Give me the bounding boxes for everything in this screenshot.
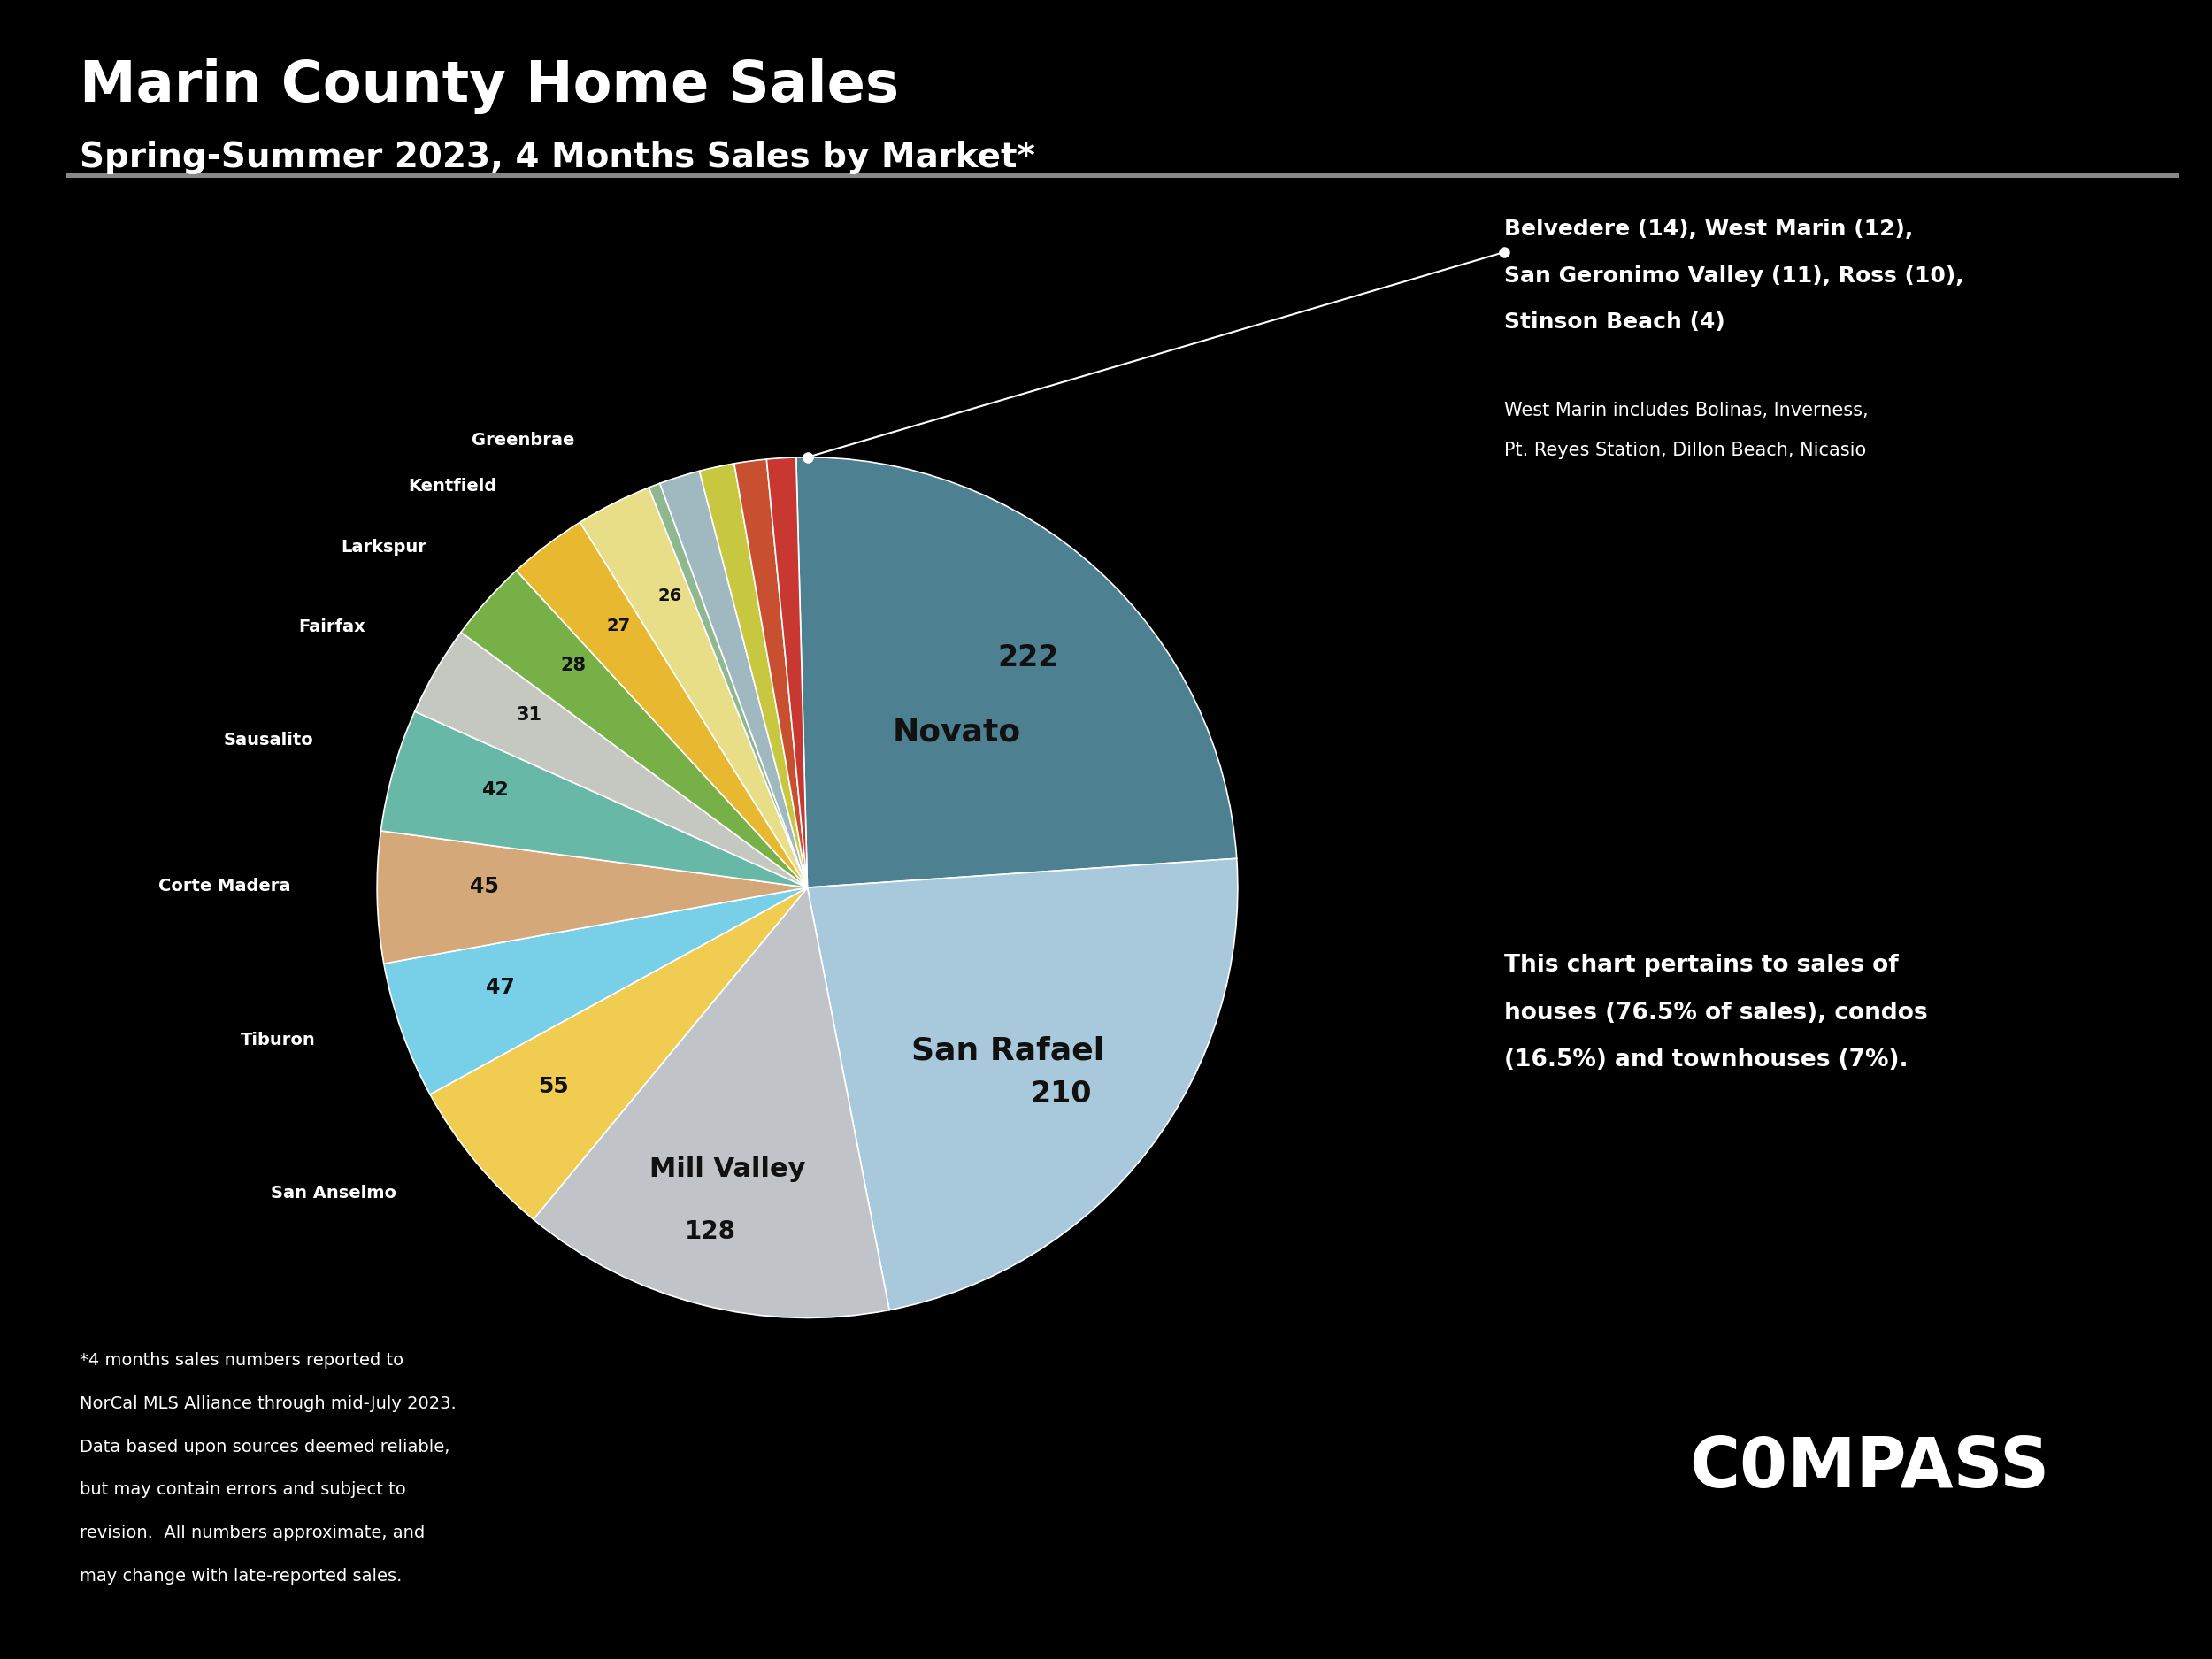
Text: 27: 27 <box>606 617 630 634</box>
Polygon shape <box>66 173 2179 178</box>
Text: 42: 42 <box>482 781 509 798</box>
Text: Stinson Beach (4): Stinson Beach (4) <box>1504 312 1725 333</box>
Wedge shape <box>659 471 807 888</box>
Text: 31: 31 <box>518 707 542 725</box>
Wedge shape <box>416 632 807 888</box>
Wedge shape <box>580 488 807 888</box>
Wedge shape <box>796 458 1237 888</box>
Text: 210: 210 <box>1031 1078 1093 1108</box>
Text: Kentfield: Kentfield <box>409 478 498 494</box>
Wedge shape <box>429 888 807 1219</box>
Wedge shape <box>807 859 1239 1311</box>
Text: Pt. Reyes Station, Dillon Beach, Nicasio: Pt. Reyes Station, Dillon Beach, Nicasio <box>1504 441 1867 460</box>
Wedge shape <box>734 460 807 888</box>
Text: West Marin includes Bolinas, Inverness,: West Marin includes Bolinas, Inverness, <box>1504 401 1869 420</box>
Text: Mill Valley: Mill Valley <box>650 1156 805 1181</box>
Text: 45: 45 <box>471 876 500 898</box>
Text: Tiburon: Tiburon <box>241 1032 314 1048</box>
Text: may change with late-reported sales.: may change with late-reported sales. <box>80 1568 403 1584</box>
Wedge shape <box>515 523 807 888</box>
Text: Spring-Summer 2023, 4 Months Sales by Market*: Spring-Summer 2023, 4 Months Sales by Ma… <box>80 141 1035 174</box>
Wedge shape <box>460 571 807 888</box>
Text: 47: 47 <box>487 977 515 997</box>
Text: 222: 222 <box>998 644 1060 672</box>
Text: San Rafael: San Rafael <box>911 1035 1104 1065</box>
Text: Data based upon sources deemed reliable,: Data based upon sources deemed reliable, <box>80 1438 449 1455</box>
Text: 28: 28 <box>560 657 586 675</box>
Text: 26: 26 <box>657 587 681 604</box>
Wedge shape <box>533 888 889 1317</box>
Text: San Geronimo Valley (11), Ross (10),: San Geronimo Valley (11), Ross (10), <box>1504 265 1964 287</box>
Text: NorCal MLS Alliance through mid-July 2023.: NorCal MLS Alliance through mid-July 202… <box>80 1395 456 1412</box>
Wedge shape <box>380 712 807 888</box>
Text: *4 months sales numbers reported to: *4 months sales numbers reported to <box>80 1352 403 1369</box>
Text: C0MPASS: C0MPASS <box>1690 1433 2048 1501</box>
Wedge shape <box>699 463 807 888</box>
Wedge shape <box>376 831 807 964</box>
Text: Sausalito: Sausalito <box>223 732 314 748</box>
Text: revision.  All numbers approximate, and: revision. All numbers approximate, and <box>80 1525 425 1541</box>
Text: Belvedere (14), West Marin (12),: Belvedere (14), West Marin (12), <box>1504 219 1913 241</box>
Wedge shape <box>385 888 807 1095</box>
Text: Fairfax: Fairfax <box>299 619 365 635</box>
Wedge shape <box>648 483 807 888</box>
Text: 128: 128 <box>684 1219 737 1244</box>
Text: San Anselmo: San Anselmo <box>270 1185 396 1201</box>
Wedge shape <box>768 458 807 888</box>
Text: Novato: Novato <box>891 717 1020 747</box>
Text: Corte Madera: Corte Madera <box>159 878 292 894</box>
Text: houses (76.5% of sales), condos: houses (76.5% of sales), condos <box>1504 1002 1927 1025</box>
Text: Greenbrae: Greenbrae <box>471 431 575 448</box>
Text: This chart pertains to sales of: This chart pertains to sales of <box>1504 954 1898 977</box>
Text: Marin County Home Sales: Marin County Home Sales <box>80 58 898 114</box>
Text: (16.5%) and townhouses (7%).: (16.5%) and townhouses (7%). <box>1504 1048 1909 1072</box>
Text: 55: 55 <box>538 1077 568 1097</box>
Text: but may contain errors and subject to: but may contain errors and subject to <box>80 1481 407 1498</box>
Text: Larkspur: Larkspur <box>341 539 427 556</box>
